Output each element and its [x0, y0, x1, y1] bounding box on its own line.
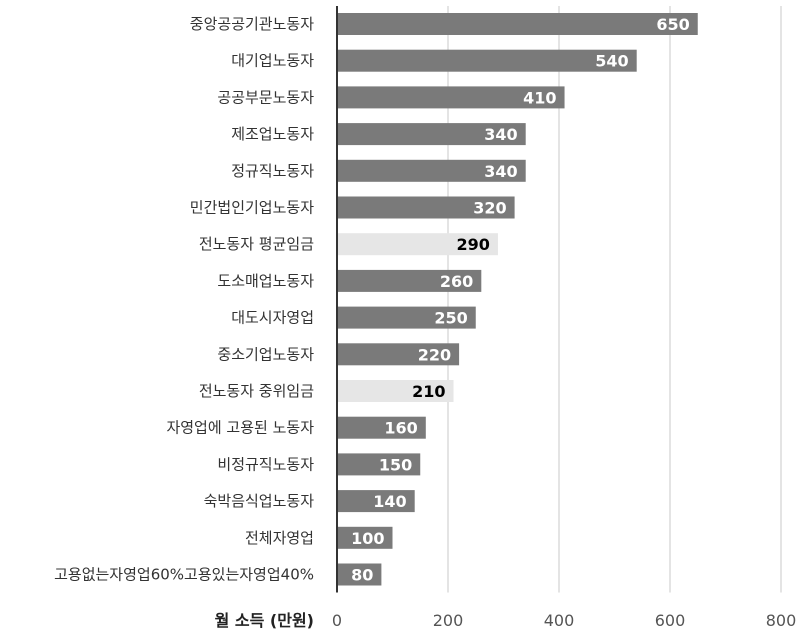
category-label: 대도시자영업	[231, 309, 314, 327]
category-label: 전체자영업	[245, 529, 314, 547]
bar-value-label: 100	[351, 529, 384, 548]
bar-value-label: 260	[440, 272, 473, 291]
bar	[337, 159, 526, 182]
x-tick-label: 800	[766, 611, 797, 630]
category-label: 중소기업노동자	[217, 345, 314, 363]
bar-value-label: 540	[595, 52, 628, 71]
bars: 650 540 410 340 340 320 290 260 250 220 210 160 150 1…	[337, 13, 698, 586]
bar-value-label: 250	[434, 309, 467, 328]
bar	[337, 123, 526, 146]
category-label: 대기업노동자	[231, 52, 314, 70]
bar	[337, 49, 637, 72]
bar-value-label: 320	[473, 199, 506, 218]
category-label: 비정규직노동자	[217, 455, 314, 473]
category-label: 전노동자 평균임금	[199, 235, 314, 253]
bar	[337, 416, 426, 439]
bar	[337, 86, 565, 109]
category-label: 정규직노동자	[231, 162, 314, 180]
bar-value-label: 140	[373, 492, 406, 511]
x-tick-label: 600	[655, 611, 686, 630]
bar	[337, 526, 393, 549]
bar	[337, 306, 476, 329]
bar-value-label: 150	[379, 455, 412, 474]
x-tick-label: 0	[332, 611, 342, 630]
bar	[337, 490, 415, 513]
bar-value-label: 650	[656, 15, 689, 34]
bar-value-label: 290	[457, 235, 490, 254]
category-label: 제조업노동자	[231, 125, 314, 143]
bar	[337, 196, 515, 219]
category-label: 고용없는자영업60%고용있는자영업40%	[54, 566, 314, 584]
bar-value-label: 340	[484, 125, 517, 144]
category-label: 민간법인기업노동자	[190, 199, 314, 217]
category-label: 공공부문노동자	[217, 88, 314, 106]
x-tick-label: 400	[544, 611, 575, 630]
x-axis-title: 월 소득 (만원)	[215, 611, 314, 630]
bar-value-label: 160	[384, 419, 417, 438]
x-axis-ticks: 0 200 400 600 800	[332, 611, 796, 630]
category-label: 자영업에 고용된 노동자	[166, 419, 314, 437]
bar	[337, 13, 698, 35]
category-label: 전노동자 중위임금	[199, 382, 314, 400]
bar	[337, 453, 421, 476]
category-label: 도소매업노동자	[217, 272, 314, 290]
bar-value-label: 220	[418, 345, 451, 364]
category-labels: 중앙공공기관노동자대기업노동자공공부문노동자제조업노동자정규직노동자민간법인기업…	[54, 15, 314, 584]
bar-value-label: 410	[523, 88, 556, 107]
bar-value-label: 210	[412, 382, 445, 401]
bar	[337, 233, 498, 256]
bar	[337, 380, 454, 402]
bar	[337, 563, 382, 586]
x-tick-label: 200	[433, 611, 464, 630]
bar-value-label: 80	[351, 566, 373, 585]
bar-value-label: 340	[484, 162, 517, 181]
bar	[337, 343, 460, 366]
category-label: 숙박음식업노동자	[204, 492, 315, 510]
bar	[337, 269, 482, 292]
category-label: 중앙공공기관노동자	[190, 15, 314, 33]
